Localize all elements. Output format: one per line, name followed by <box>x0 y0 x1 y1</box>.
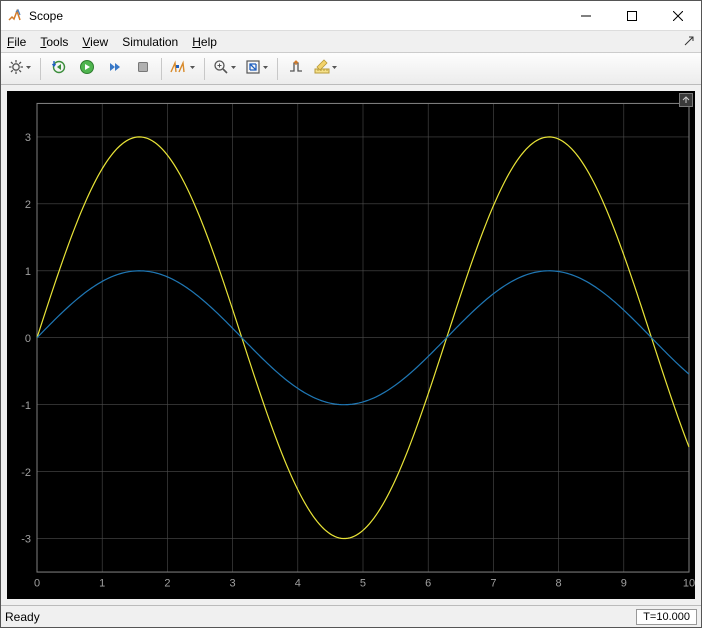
svg-text:4: 4 <box>295 577 301 589</box>
svg-text:1: 1 <box>99 577 105 589</box>
play-icon <box>79 59 95 78</box>
svg-text:-2: -2 <box>21 467 31 479</box>
signal-ramp-icon <box>170 59 188 78</box>
step-forward-button[interactable] <box>102 57 128 81</box>
dropdown-caret-icon <box>230 59 237 78</box>
svg-text:10: 10 <box>683 577 695 589</box>
svg-text:-1: -1 <box>21 400 31 412</box>
run-button[interactable] <box>74 57 100 81</box>
toolbar-separator <box>204 58 205 80</box>
plot-container: 0 1 2 3 4 5 6 7 8 9 10 -3 -2 -1 0 1 2 3 <box>1 85 701 605</box>
status-time: T=10.000 <box>636 609 697 625</box>
svg-text:1: 1 <box>25 266 31 278</box>
zoom-icon <box>213 59 229 78</box>
scale-axes-icon <box>245 59 261 78</box>
close-button[interactable] <box>655 1 701 31</box>
menu-view[interactable]: View <box>82 35 108 49</box>
svg-text:0: 0 <box>25 333 31 345</box>
window-title: Scope <box>29 9 63 23</box>
svg-text:8: 8 <box>556 577 562 589</box>
dropdown-caret-icon <box>25 59 32 78</box>
step-fwd-icon <box>107 59 123 78</box>
svg-text:6: 6 <box>425 577 431 589</box>
triggers-button[interactable] <box>283 57 309 81</box>
menu-file[interactable]: File <box>7 35 26 49</box>
maximize-axes-icon[interactable] <box>679 93 693 107</box>
svg-text:2: 2 <box>25 199 31 211</box>
svg-text:3: 3 <box>25 132 31 144</box>
matlab-icon <box>7 8 23 24</box>
step-back-button[interactable] <box>46 57 72 81</box>
svg-text:5: 5 <box>360 577 366 589</box>
menu-simulation[interactable]: Simulation <box>122 35 178 49</box>
status-ready: Ready <box>5 610 636 624</box>
menubar: File Tools View Simulation Help <box>1 31 701 53</box>
svg-text:3: 3 <box>230 577 236 589</box>
toolbar-separator <box>40 58 41 80</box>
scope-plot[interactable]: 0 1 2 3 4 5 6 7 8 9 10 -3 -2 -1 0 1 2 3 <box>7 91 695 599</box>
svg-text:-3: -3 <box>21 534 31 546</box>
statusbar: Ready T=10.000 <box>1 605 701 627</box>
step-back-icon <box>51 59 67 78</box>
highlight-signal-button[interactable] <box>167 57 199 81</box>
svg-text:2: 2 <box>164 577 170 589</box>
measurements-button[interactable] <box>311 57 341 81</box>
stop-icon <box>135 59 151 78</box>
svg-text:9: 9 <box>621 577 627 589</box>
dropdown-caret-icon <box>189 59 196 78</box>
menu-help[interactable]: Help <box>192 35 217 49</box>
menu-tools[interactable]: Tools <box>40 35 68 49</box>
configure-button[interactable] <box>5 57 35 81</box>
dropdown-caret-icon <box>331 59 338 78</box>
toolbar-separator <box>161 58 162 80</box>
trigger-icon <box>288 59 304 78</box>
minimize-button[interactable] <box>563 1 609 31</box>
svg-text:0: 0 <box>34 577 40 589</box>
svg-text:7: 7 <box>490 577 496 589</box>
undock-icon[interactable] <box>683 35 695 50</box>
toolbar-separator <box>277 58 278 80</box>
gear-icon <box>8 59 24 78</box>
zoom-button[interactable] <box>210 57 240 81</box>
scale-axes-button[interactable] <box>242 57 272 81</box>
titlebar: Scope <box>1 1 701 31</box>
dropdown-caret-icon <box>262 59 269 78</box>
toolbar <box>1 53 701 85</box>
scope-window: Scope File Tools View Simulation Help 0 1 2 3 4 5… <box>0 0 702 628</box>
ruler-icon <box>314 59 330 78</box>
stop-button[interactable] <box>130 57 156 81</box>
maximize-button[interactable] <box>609 1 655 31</box>
